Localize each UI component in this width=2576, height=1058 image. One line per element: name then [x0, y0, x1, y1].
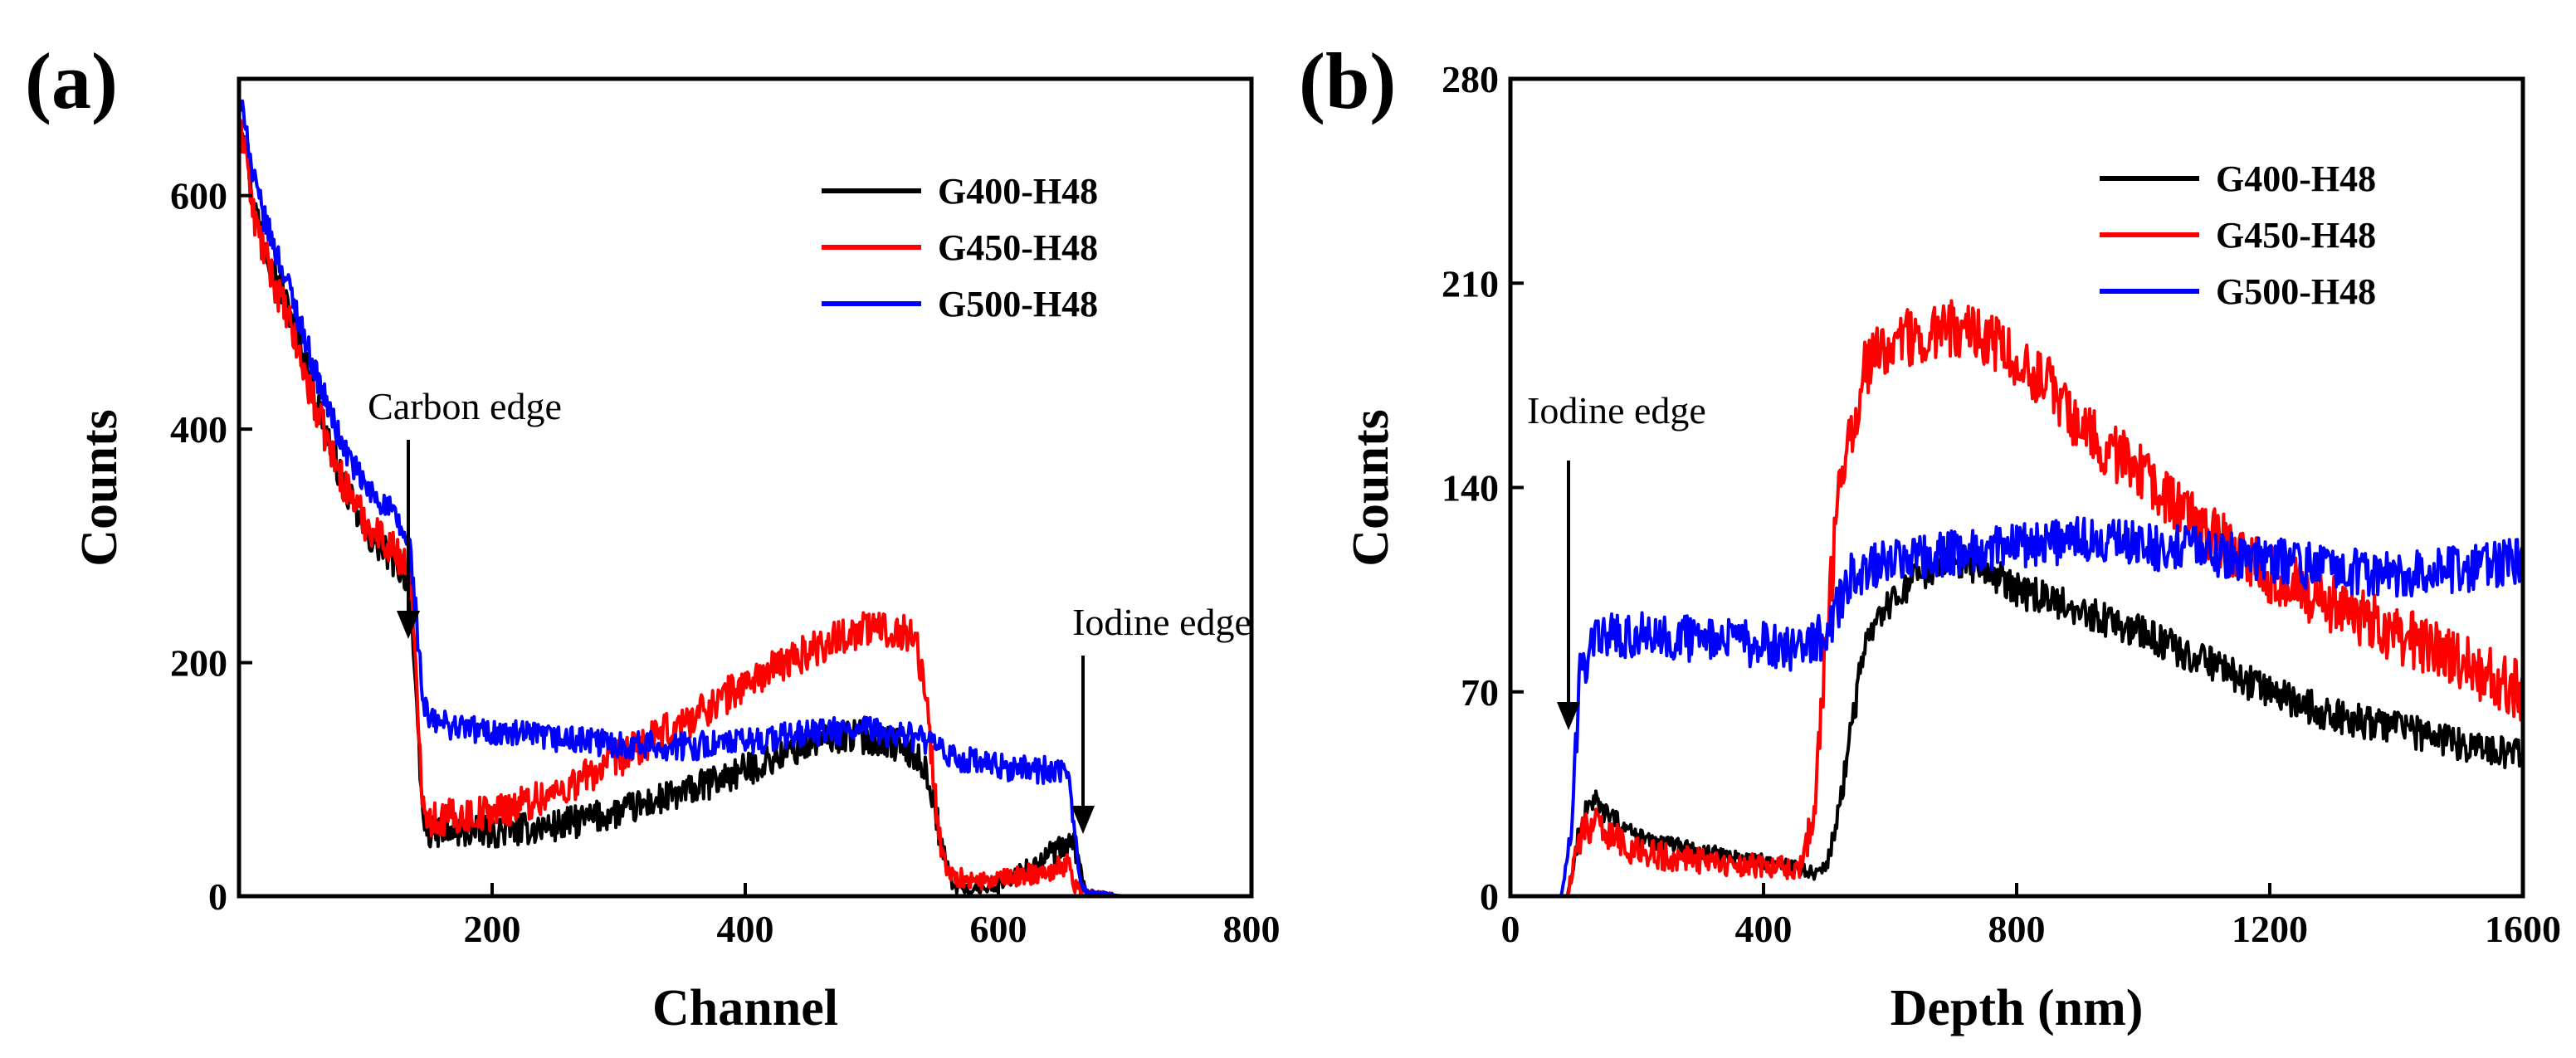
- panel-a-series-g400-h48: [239, 131, 1251, 896]
- panel-a-xtick-label: 800: [1223, 908, 1281, 950]
- panel-b-ytick-label: 0: [1480, 875, 1499, 918]
- panel-b-xtick-label: 1600: [2485, 908, 2561, 950]
- panel-a-annotations: Carbon edge Iodine edge: [368, 385, 1251, 834]
- panel-a-legend: G400-H48 G450-H48 G500-H48: [822, 171, 1098, 324]
- panel-a-annotation-arrow-head: [1071, 806, 1095, 834]
- panel-b-ylabel: Counts: [1343, 409, 1399, 567]
- panel-a-ytick-label: 600: [170, 175, 227, 217]
- panel-b-ytick-label: 210: [1442, 262, 1499, 305]
- panel-b: (b) 0 400 800 1200 1600 0 70 140 210 280 Depth (n…: [1299, 37, 2561, 1036]
- panel-b-series: [1510, 299, 2523, 896]
- panel-b-ytick-label: 280: [1442, 58, 1499, 100]
- legend-label-g400-h48: G400-H48: [2216, 158, 2376, 199]
- panel-a-ytick-label: 400: [170, 408, 227, 451]
- panel-a-series: [239, 99, 1251, 896]
- legend-label-g450-h48: G450-H48: [2216, 215, 2376, 256]
- panel-a-ytick-label: 200: [170, 642, 227, 685]
- panel-b-ticks: 0 400 800 1200 1600 0 70 140 210 280: [1442, 58, 2561, 950]
- panel-b-xlabel: Depth (nm): [1891, 980, 2144, 1036]
- panel-b-legend: G400-H48 G450-H48 G500-H48: [2100, 158, 2376, 312]
- panel-a-annotation-carbon-edge: Carbon edge: [368, 385, 562, 427]
- panel-a: (a) 200 400 600 800 0 200 400 600 Channel Count…: [25, 37, 1281, 1036]
- panel-a-annotation-iodine-edge: Iodine edge: [1072, 601, 1251, 643]
- panel-a-ticks: 200 400 600 800 0 200 400 600: [170, 175, 1281, 950]
- legend-label-g400-h48: G400-H48: [938, 171, 1098, 212]
- panel-a-xtick-label: 600: [970, 908, 1027, 950]
- panel-b-series-g500-h48: [1510, 515, 2523, 896]
- panel-a-label: (a): [25, 37, 118, 125]
- legend-label-g500-h48: G500-H48: [2216, 271, 2376, 312]
- panel-a-annotation-arrow-head: [397, 611, 420, 639]
- legend-label-g500-h48: G500-H48: [938, 284, 1098, 324]
- panel-b-label: (b): [1299, 37, 1396, 125]
- panel-b-xtick-label: 800: [1988, 908, 2046, 950]
- panel-b-annotation-arrow-head: [1557, 702, 1580, 730]
- panel-b-xtick-label: 0: [1501, 908, 1520, 950]
- legend-label-g450-h48: G450-H48: [938, 227, 1098, 268]
- panel-a-ylabel: Counts: [71, 409, 128, 567]
- panel-b-ytick-label: 140: [1442, 467, 1499, 509]
- panel-b-series-g450-h48: [1510, 299, 2523, 896]
- panel-a-xtick-label: 200: [464, 908, 521, 950]
- panel-b-ytick-label: 70: [1461, 671, 1499, 714]
- panel-a-xtick-label: 400: [717, 908, 774, 950]
- panel-b-frame: [1508, 76, 2525, 899]
- panel-b-annotation-iodine-edge: Iodine edge: [1527, 389, 1706, 431]
- panel-b-xtick-label: 400: [1735, 908, 1793, 950]
- panel-b-annotations: Iodine edge: [1527, 389, 1706, 730]
- panel-b-xtick-label: 1200: [2232, 908, 2308, 950]
- panel-a-xlabel: Channel: [652, 980, 838, 1036]
- panel-a-ytick-label: 0: [208, 875, 227, 918]
